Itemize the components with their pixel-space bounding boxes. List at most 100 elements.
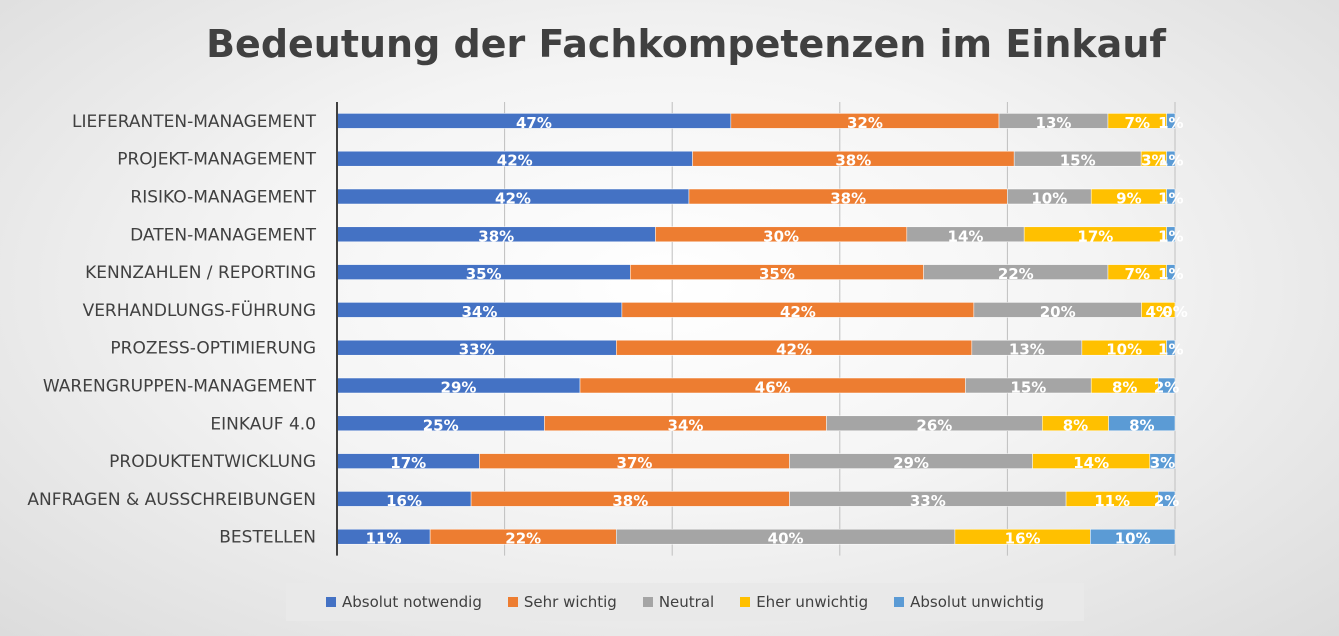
data-label: 11% [366, 530, 402, 548]
bar-segment [1166, 226, 1176, 243]
data-label: 17% [1077, 227, 1113, 245]
bar-segment [1157, 491, 1176, 507]
data-label: 22% [505, 530, 541, 548]
legend-item: Neutral [642, 593, 715, 611]
data-label: 29% [893, 454, 929, 472]
data-label: 35% [759, 265, 795, 283]
category-label: PRODUKTENTWICKLUNG [109, 452, 316, 472]
legend-swatch [740, 597, 751, 607]
data-label: 3% [1150, 454, 1175, 472]
data-label: 33% [910, 492, 946, 510]
legend-item: Absolut notwendig [325, 593, 482, 611]
data-label: 34% [462, 303, 498, 321]
legend-label: Absolut notwendig [341, 593, 482, 611]
data-label: 7% [1125, 265, 1150, 283]
bar-segment [1166, 264, 1176, 280]
data-label: 20% [1040, 303, 1076, 321]
bar-segment [1108, 415, 1176, 432]
legend-label: Sehr wichtig [523, 593, 617, 611]
bar-segment [1166, 150, 1176, 167]
category-label: WARENGRUPPEN-MANAGEMENT [43, 377, 317, 397]
bar-segment [1090, 528, 1176, 545]
bar-segment [1166, 113, 1176, 129]
legend-item: Eher unwichtig [740, 593, 868, 611]
data-label: 42% [776, 341, 812, 359]
data-label: 30% [763, 227, 799, 245]
bar-segment [1149, 453, 1176, 469]
data-label: 0% [1162, 303, 1187, 321]
data-label: 42% [497, 152, 533, 170]
data-label: 10% [1115, 530, 1151, 548]
data-label: 35% [466, 265, 502, 283]
data-label: 34% [668, 416, 704, 434]
legend-item: Sehr wichtig [507, 593, 617, 611]
data-label: 37% [617, 454, 653, 472]
data-label: 13% [1009, 341, 1045, 359]
chart-title: Bedeutung der Fachkompetenzen im Einkauf [206, 22, 1166, 66]
data-label: 16% [1005, 530, 1041, 548]
data-label: 4% [1146, 303, 1171, 321]
data-label: 9% [1116, 190, 1141, 208]
data-label: 15% [1010, 379, 1046, 397]
data-label: 1% [1158, 114, 1183, 132]
data-label: 3% [1141, 152, 1166, 170]
data-label: 13% [1036, 114, 1072, 132]
legend-label: Neutral [658, 593, 715, 611]
data-label: 22% [998, 265, 1034, 283]
legend-label: Eher unwichtig [756, 593, 869, 611]
data-label: 40% [768, 530, 804, 548]
legend-swatch [894, 597, 905, 607]
category-label: EINKAUF 4.0 [210, 414, 316, 434]
category-label: DATEN-MANAGEMENT [130, 225, 316, 245]
data-label: 8% [1063, 416, 1088, 434]
category-label: ANFRAGEN & AUSSCHREIBUNGEN [27, 490, 316, 510]
data-label: 29% [441, 379, 477, 397]
category-label: LIEFERANTEN-MANAGEMENT [72, 112, 317, 132]
data-label: 8% [1112, 379, 1137, 397]
data-label: 32% [847, 114, 883, 132]
data-label: 1% [1158, 227, 1183, 245]
category-label: BESTELLEN [219, 528, 316, 548]
data-label: 38% [835, 152, 871, 170]
legend-swatch [642, 597, 653, 607]
data-label: 2% [1154, 492, 1179, 510]
data-label: 47% [516, 114, 552, 132]
category-label: KENNZAHLEN / REPORTING [85, 263, 316, 283]
data-label: 42% [495, 190, 531, 208]
legend: Absolut notwendig Sehr wichtig Neutral Eher… [286, 583, 1084, 621]
legend-swatch [507, 597, 518, 607]
category-label: RISIKO-MANAGEMENT [130, 188, 316, 208]
bar-segment [1166, 188, 1176, 205]
legend-label: Absolut unwichtig [910, 593, 1044, 611]
data-label: 1% [1158, 152, 1183, 170]
data-label: 14% [948, 227, 984, 245]
data-label: 10% [1031, 190, 1067, 208]
bar-segment [1141, 302, 1176, 318]
data-label: 26% [916, 416, 952, 434]
data-label: 38% [478, 227, 514, 245]
data-label: 25% [423, 416, 459, 434]
data-label: 42% [780, 303, 816, 321]
data-label: 1% [1158, 190, 1183, 208]
legend-swatch [325, 597, 336, 607]
data-label: 2% [1154, 379, 1179, 397]
category-label: PROJEKT-MANAGEMENT [117, 150, 316, 170]
category-label: VERHANDLUNGS-FÜHRUNG [83, 299, 316, 321]
data-label: 10% [1106, 341, 1142, 359]
data-label: 7% [1125, 114, 1150, 132]
data-label: 8% [1129, 416, 1154, 434]
data-label: 16% [386, 492, 422, 510]
bar-segment [1157, 377, 1176, 394]
data-label: 11% [1094, 492, 1130, 510]
category-label: PROZESS-OPTIMIERUNG [110, 339, 316, 359]
data-label: 33% [459, 341, 495, 359]
bar-segment [1166, 339, 1176, 356]
data-label: 17% [390, 454, 426, 472]
data-label: 38% [830, 190, 866, 208]
legend-item: Absolut unwichtig [894, 593, 1044, 611]
data-label: 1% [1158, 265, 1183, 283]
data-label: 46% [755, 379, 791, 397]
data-label: 15% [1060, 152, 1096, 170]
